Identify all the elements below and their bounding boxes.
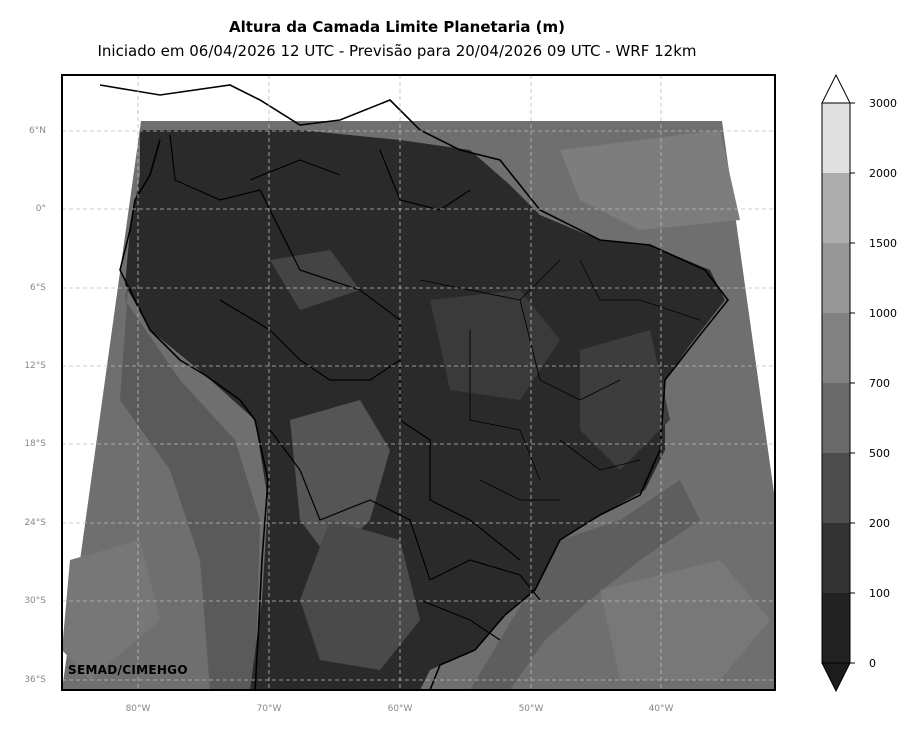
- colorbar-extend-high: [821, 73, 851, 104]
- colorbar-segment: [822, 383, 850, 453]
- pacific-coastal-band: [120, 260, 260, 690]
- northwest-patch: [270, 250, 360, 310]
- colorbar-label-700: 700: [869, 377, 890, 390]
- colorbar: [821, 73, 855, 693]
- lon-label-60w: 60°W: [387, 704, 413, 714]
- colorbar-segment: [822, 313, 850, 383]
- pacific-patch: [62, 540, 160, 680]
- colorbar-label-2000: 2000: [869, 167, 897, 180]
- gridlines: [62, 75, 775, 690]
- andes-patch: [290, 400, 390, 560]
- colorbar-segment: [822, 243, 850, 313]
- colorbar-segment: [822, 593, 850, 663]
- lon-label-80w: 80°W: [125, 704, 151, 714]
- map-area: [62, 84, 775, 690]
- coastlines: [99, 84, 730, 690]
- colorbar-label-100: 100: [869, 587, 890, 600]
- map-subtitle: Iniciado em 06/04/2026 12 UTC - Previsão…: [97, 42, 697, 60]
- state-borders: [419, 259, 701, 501]
- colorbar-label-1000: 1000: [869, 307, 897, 320]
- atlantic-coastal-band: [470, 480, 700, 690]
- colorbar-label-1500: 1500: [869, 237, 897, 250]
- northeast-patch: [580, 330, 670, 470]
- southern-patch: [300, 520, 420, 670]
- lat-label-30s: 30°S: [24, 596, 46, 606]
- lon-label-70w: 70°W: [256, 704, 282, 714]
- colorbar-extend-low: [821, 662, 851, 693]
- lon-label-40w: 40°W: [648, 704, 674, 714]
- lat-label-18s: 18°S: [24, 439, 46, 449]
- colorbar-label-3000: 3000: [869, 97, 897, 110]
- continent-low-pbl: [125, 130, 725, 690]
- lat-label-36s: 36°S: [24, 675, 46, 685]
- ocean-light-patch: [560, 130, 740, 230]
- country-borders: [169, 134, 541, 641]
- lat-label-24s: 24°S: [24, 518, 46, 528]
- lon-label-50w: 50°W: [518, 704, 544, 714]
- colorbar-segment: [822, 453, 850, 523]
- credit-label: SEMAD/CIMEHGO: [68, 663, 188, 677]
- colorbar-segment: [822, 173, 850, 243]
- map-frame: [61, 74, 776, 691]
- colorbar-label-0: 0: [869, 657, 876, 670]
- map-title: Altura da Camada Limite Planetaria (m): [228, 18, 566, 36]
- lat-label-0: 0°: [35, 204, 46, 214]
- lat-label-6n: 6°N: [29, 126, 46, 136]
- atlantic-patch: [600, 560, 770, 680]
- colorbar-segment: [822, 103, 850, 173]
- colorbar-label-500: 500: [869, 447, 890, 460]
- colorbar-segment: [822, 523, 850, 593]
- lat-label-12s: 12°S: [24, 361, 46, 371]
- central-patch: [430, 290, 560, 400]
- lat-label-6s: 6°S: [30, 283, 46, 293]
- colorbar-label-200: 200: [869, 517, 890, 530]
